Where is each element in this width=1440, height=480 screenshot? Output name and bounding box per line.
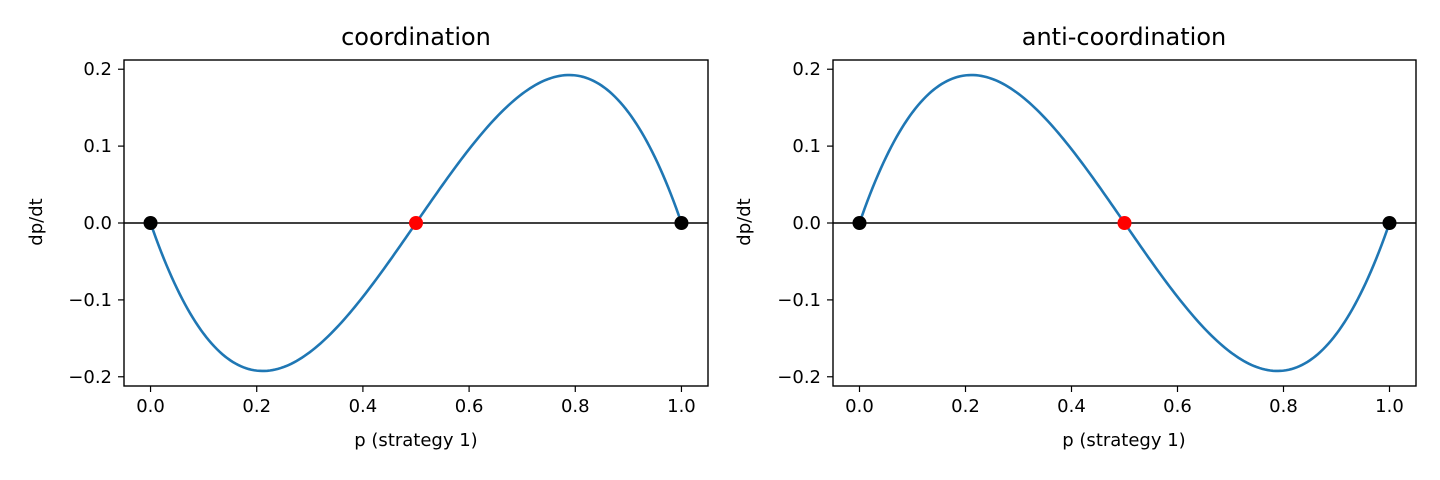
- anti-coordination-ytick-label-3: 0.1: [792, 136, 821, 157]
- coordination-fixed-point-0: [143, 216, 158, 230]
- anti-coordination-xtick-label-3: 0.6: [1163, 396, 1192, 417]
- anti-coordination-ytick-label-4: 0.2: [792, 59, 821, 80]
- coordination-ytick-label-0: −0.2: [68, 367, 112, 388]
- anti-coordination-panel: anti-coordination p (strategy 1) dp/dt 0…: [734, 23, 1417, 451]
- anti-coordination-ylabel: dp/dt: [734, 198, 755, 245]
- coordination-xtick-label-0: 0.0: [136, 396, 165, 417]
- anti-coordination-ytick-label-0: −0.2: [777, 367, 821, 388]
- anti-coordination-fixed-point-0: [852, 216, 867, 230]
- anti-coordination-xtick-label-2: 0.4: [1057, 396, 1086, 417]
- coordination-fixed-point-1: [409, 216, 423, 230]
- coordination-xtick-label-1: 0.2: [242, 396, 271, 417]
- anti-coordination-fixed-point-2: [1382, 216, 1397, 230]
- anti-coordination-ytick-label-1: −0.1: [777, 290, 821, 311]
- anti-coordination-plot-area: 0.0 0.2 0.4 0.6 0.8 1.0 −0.2 −0.1 0.0 0.1 0.2: [777, 59, 1417, 417]
- coordination-ytick-label-2: 0.0: [83, 213, 112, 234]
- coordination-xtick-label-2: 0.4: [349, 396, 378, 417]
- coordination-ytick-label-1: −0.1: [68, 290, 112, 311]
- coordination-xtick-label-4: 0.8: [561, 396, 590, 417]
- coordination-xtick-label-5: 1.0: [667, 396, 696, 417]
- anti-coordination-fixed-point-1: [1117, 216, 1132, 230]
- anti-coordination-xlabel: p (strategy 1): [1062, 430, 1185, 451]
- coordination-fixed-point-2: [674, 216, 689, 230]
- anti-coordination-ytick-label-2: 0.0: [792, 213, 821, 234]
- coordination-plot-area: 0.0 0.2 0.4 0.6 0.8 1.0 −0.2 −0.1 0.0 0.1 0.2: [68, 59, 709, 417]
- anti-coordination-xtick-label-1: 0.2: [951, 396, 980, 417]
- coordination-xtick-label-3: 0.6: [455, 396, 484, 417]
- coordination-xlabel: p (strategy 1): [354, 430, 477, 451]
- coordination-ylabel: dp/dt: [26, 198, 47, 245]
- anti-coordination-xtick-label-0: 0.0: [845, 396, 874, 417]
- coordination-title: coordination: [341, 23, 491, 51]
- anti-coordination-title: anti-coordination: [1022, 23, 1226, 51]
- anti-coordination-xtick-label-5: 1.0: [1375, 396, 1404, 417]
- anti-coordination-xtick-label-4: 0.8: [1269, 396, 1298, 417]
- coordination-ytick-label-3: 0.1: [83, 136, 112, 157]
- coordination-panel: coordination p (strategy 1) dp/dt 0.0 0.2…: [26, 23, 709, 451]
- coordination-ytick-label-4: 0.2: [83, 59, 112, 80]
